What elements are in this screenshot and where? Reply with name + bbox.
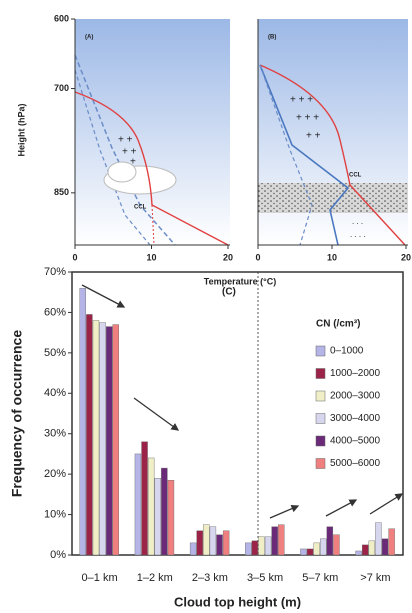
bar: [79, 287, 86, 556]
svg-text:+ +: + +: [122, 147, 137, 158]
bar: [216, 534, 223, 556]
panel-label: (B): [268, 35, 276, 41]
bar: [86, 314, 93, 556]
legend-swatch: [315, 390, 326, 402]
legend-title: CN (/cm³): [316, 319, 360, 330]
x-tick-label: 0: [255, 252, 260, 262]
legend-swatch: [315, 413, 326, 424]
bar: [300, 548, 307, 556]
bar: [92, 320, 100, 556]
bar: [105, 326, 113, 556]
bar: [251, 540, 259, 556]
svg-text:+: +: [130, 157, 136, 168]
bar: [313, 542, 320, 556]
x-tick-label: 10: [146, 252, 156, 262]
bar: [381, 538, 389, 556]
panel-label: (C): [222, 287, 236, 298]
legend-label: 4000–5000: [330, 436, 380, 447]
legend-swatch: [315, 458, 326, 469]
bar: [368, 540, 376, 556]
bar: [99, 322, 106, 556]
svg-text:+ + +: + + +: [290, 95, 313, 106]
y-tick-label: 850: [54, 187, 69, 197]
panel-c-deco: [81, 272, 404, 555]
legend-label: 3000–4000: [330, 413, 380, 424]
y-axis-label: Height (hPa): [16, 103, 26, 156]
legend-label: 5000–6000: [330, 458, 380, 469]
bar: [222, 530, 230, 556]
bar: [147, 457, 155, 556]
x-tick-label: 10: [327, 252, 337, 262]
legend-swatch: [315, 345, 326, 357]
bar: [209, 526, 217, 556]
bar: [134, 453, 142, 556]
legend-label: 2000–3000: [330, 391, 380, 402]
legend-swatch: [315, 368, 326, 379]
svg-text:. . . .: . . . .: [350, 230, 366, 239]
annotation: CCL: [349, 173, 362, 179]
annotation: CCL: [134, 205, 147, 211]
bar: [326, 526, 334, 556]
bar: [203, 524, 210, 556]
y-tick-label: 10%: [44, 508, 66, 520]
x-tick-label: >7 km: [360, 572, 390, 584]
bar: [306, 548, 314, 556]
y-tick-label: 50%: [44, 347, 66, 359]
bar: [141, 441, 148, 556]
y-axis-label: Frequency of occurrence: [9, 330, 25, 497]
bar: [196, 530, 203, 556]
legend-swatch: [315, 435, 326, 447]
x-axis-label: Temperature (°C): [204, 276, 276, 286]
x-tick-label: 0–1 km: [82, 572, 118, 584]
bar: [278, 524, 285, 556]
bar: [258, 536, 265, 556]
bar: [388, 528, 395, 556]
bar: [362, 544, 369, 556]
panel-bg: [75, 19, 230, 245]
panel-label: (A): [85, 35, 93, 41]
y-tick-label: 600: [54, 13, 69, 23]
bar: [245, 542, 252, 556]
bar: [154, 477, 161, 556]
bar: [320, 538, 327, 556]
bar: [375, 522, 382, 556]
x-tick-label: 1–2 km: [137, 572, 173, 584]
panel-b-curves: + + + + + + + + . . . . . . .: [258, 64, 408, 246]
x-tick-label: 20: [223, 252, 233, 262]
bar: [167, 480, 175, 556]
legend-label: 0–1000: [330, 346, 364, 357]
y-tick-label: 700: [54, 83, 69, 93]
x-tick-label: 3–5 km: [247, 572, 283, 584]
bar: [264, 536, 272, 556]
y-tick-label: 60%: [44, 306, 66, 318]
plot-frame: [71, 271, 404, 556]
svg-text:. . .: . . .: [352, 217, 363, 226]
svg-text:+ +: + +: [306, 131, 321, 142]
y-tick-label: 0%: [50, 549, 66, 561]
legend-label: 1000–2000: [330, 368, 380, 379]
y-tick-label: 20%: [44, 468, 66, 480]
bar: [271, 526, 278, 556]
bar: [112, 324, 119, 556]
x-tick-label: 20: [401, 252, 411, 262]
bar: [333, 534, 340, 556]
x-tick-label: 2–3 km: [192, 572, 228, 584]
x-tick-label: 5–7 km: [302, 572, 338, 584]
y-tick-label: 30%: [44, 428, 66, 440]
svg-text:+ +: + +: [118, 135, 133, 146]
bar: [355, 550, 362, 556]
x-tick-label: 0: [72, 252, 77, 262]
y-tick-label: 70%: [44, 266, 66, 278]
x-axis-label: Cloud top height (m): [174, 594, 301, 609]
bar: [161, 467, 168, 556]
bar: [189, 542, 197, 556]
panel-a-curves: + ++ ++: [74, 54, 229, 246]
svg-text:+ + +: + + +: [296, 113, 319, 124]
y-tick-label: 40%: [44, 387, 66, 399]
